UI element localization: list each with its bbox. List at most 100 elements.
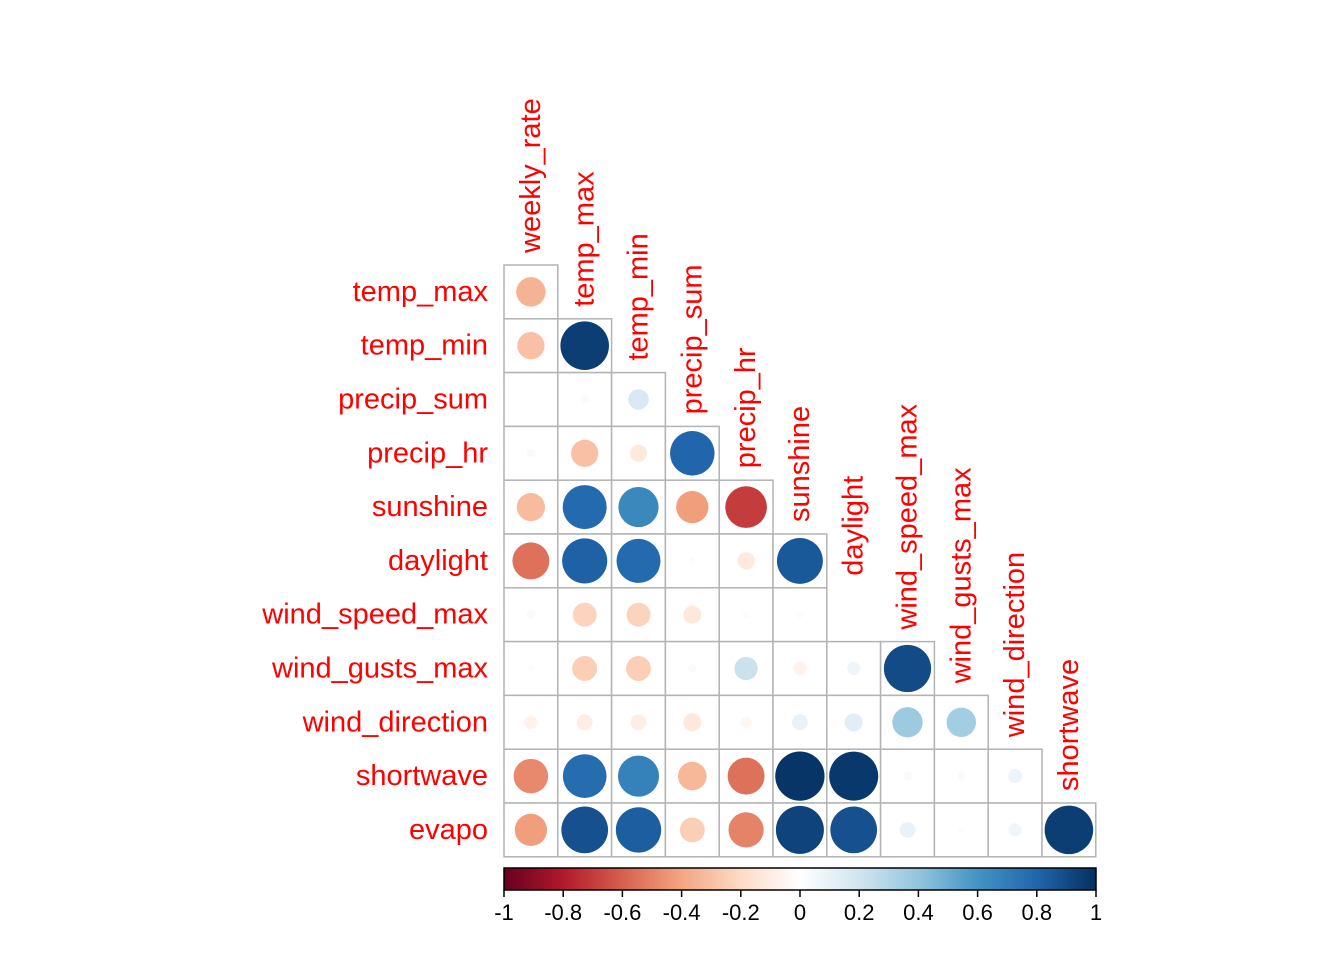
column-label: precip_hr: [730, 347, 762, 468]
correlation-circle: [1044, 805, 1094, 855]
colorbar-tick-label: -1: [494, 900, 514, 925]
correlation-circle: [576, 714, 593, 731]
correlation-circle: [580, 395, 590, 404]
correlation-circle: [626, 602, 651, 627]
row-label: wind_speed_max: [261, 599, 488, 631]
correlation-circle: [776, 537, 823, 584]
correlation-circle: [572, 602, 597, 627]
correlation-circle: [688, 557, 696, 565]
correlation-circle: [526, 448, 536, 458]
correlation-circle: [512, 542, 550, 580]
correlation-circle: [628, 389, 649, 410]
colorbar-tick-label: 1: [1090, 900, 1102, 925]
correlation-circle: [670, 431, 715, 476]
correlation-circle: [844, 713, 863, 732]
correlation-circle: [775, 805, 824, 854]
correlation-circle: [679, 817, 705, 843]
correlation-circle: [572, 656, 598, 681]
row-labels: temp_max temp_min precip_sum precip_hrsunsh…: [261, 276, 488, 846]
row-label: sunshine: [372, 491, 488, 523]
correlation-circle: [946, 707, 977, 738]
colorbar-tick-label: -0.6: [603, 900, 641, 925]
correlation-circle: [618, 487, 659, 528]
row-label: evapo: [409, 814, 488, 846]
column-label: wind_gusts_max: [945, 467, 977, 684]
colorbar-ticks: -1 -0.8 -0.6 -0.4 -0.2 0 0.2 0.4 0.6 0.8 1: [494, 890, 1102, 925]
correlation-circle: [517, 332, 545, 360]
matrix-cell: [664, 479, 720, 535]
colorbar-tick-label: 0.2: [844, 900, 875, 925]
column-label: wind_direction: [999, 552, 1031, 738]
colorbar-tick-label: -0.8: [544, 900, 582, 925]
correlation-circle: [1008, 823, 1022, 837]
colorbar: -1 -0.8 -0.6 -0.4 -0.2 0 0.2 0.4 0.6 0.8 1: [494, 867, 1102, 925]
row-label: wind_gusts_max: [271, 653, 488, 685]
correlation-circle: [740, 716, 752, 728]
correlation-circle: [526, 610, 536, 620]
correlation-circle: [676, 490, 709, 524]
correlation-circle: [514, 813, 548, 847]
column-label: precip_sum: [676, 264, 708, 414]
correlation-circle: [847, 661, 861, 676]
correlation-circle: [683, 605, 702, 624]
correlation-circle: [630, 714, 647, 731]
correlation-circle: [629, 444, 648, 462]
correlation-circles: [512, 277, 1094, 855]
correlation-circle: [516, 493, 545, 522]
correlation-circle: [830, 806, 878, 854]
column-label: temp_max: [569, 171, 601, 307]
correlation-circle: [956, 771, 966, 781]
row-label: temp_min: [361, 330, 488, 362]
colorbar-tick-label: 0.6: [962, 900, 993, 925]
correlation-circle: [742, 611, 750, 619]
correlation-circle: [775, 751, 825, 801]
row-label: temp_max: [353, 276, 489, 308]
row-label: precip_hr: [367, 437, 488, 469]
correlation-circle: [734, 656, 758, 681]
correlation-circle: [792, 714, 808, 731]
colorbar-tick-label: -0.2: [722, 900, 760, 925]
column-label: sunshine: [784, 406, 816, 522]
correlation-circle: [626, 656, 651, 681]
correlation-circle: [725, 486, 767, 528]
correlation-circle: [883, 644, 932, 693]
column-label: daylight: [838, 476, 870, 576]
correlation-circle: [796, 611, 804, 619]
correlation-circle: [617, 755, 660, 797]
correlation-circle: [793, 661, 807, 676]
matrix-cell: [503, 587, 559, 643]
matrix-cell: [557, 425, 613, 481]
colorbar-tick-label: 0: [794, 900, 806, 925]
correlation-circle: [615, 807, 662, 853]
colorbar-tick-label: -0.4: [663, 900, 701, 925]
correlation-circle: [892, 707, 923, 738]
correlation-circle: [829, 751, 879, 801]
correlation-circle: [560, 321, 609, 370]
correlation-circle: [899, 822, 916, 838]
correlation-circle: [562, 485, 607, 530]
correlation-circle: [562, 538, 608, 584]
correlation-circle: [728, 812, 764, 848]
matrix-cell: [503, 371, 559, 428]
correlation-circle: [903, 771, 912, 781]
correlation-circle: [727, 757, 765, 795]
colorbar-gradient: [503, 867, 1097, 891]
column-label: wind_speed_max: [892, 403, 924, 630]
row-label: precip_sum: [338, 384, 488, 416]
row-label: wind_direction: [302, 706, 488, 738]
correlation-circle: [678, 761, 707, 791]
colorbar-tick-label: 0.4: [903, 900, 934, 925]
correlation-circle: [513, 758, 549, 794]
correlation-circle: [516, 277, 546, 307]
correlation-circle: [561, 806, 609, 854]
correlation-circle: [957, 826, 965, 834]
correlation-circle: [1008, 769, 1023, 784]
column-label: shortwave: [1053, 659, 1085, 791]
column-label: temp_min: [623, 233, 655, 360]
correlation-circle: [527, 664, 535, 673]
column-label: weekly_rate: [515, 98, 547, 254]
colorbar-tick-label: 0.8: [1022, 900, 1053, 925]
correlation-circle: [737, 552, 755, 570]
row-label: daylight: [388, 545, 488, 577]
